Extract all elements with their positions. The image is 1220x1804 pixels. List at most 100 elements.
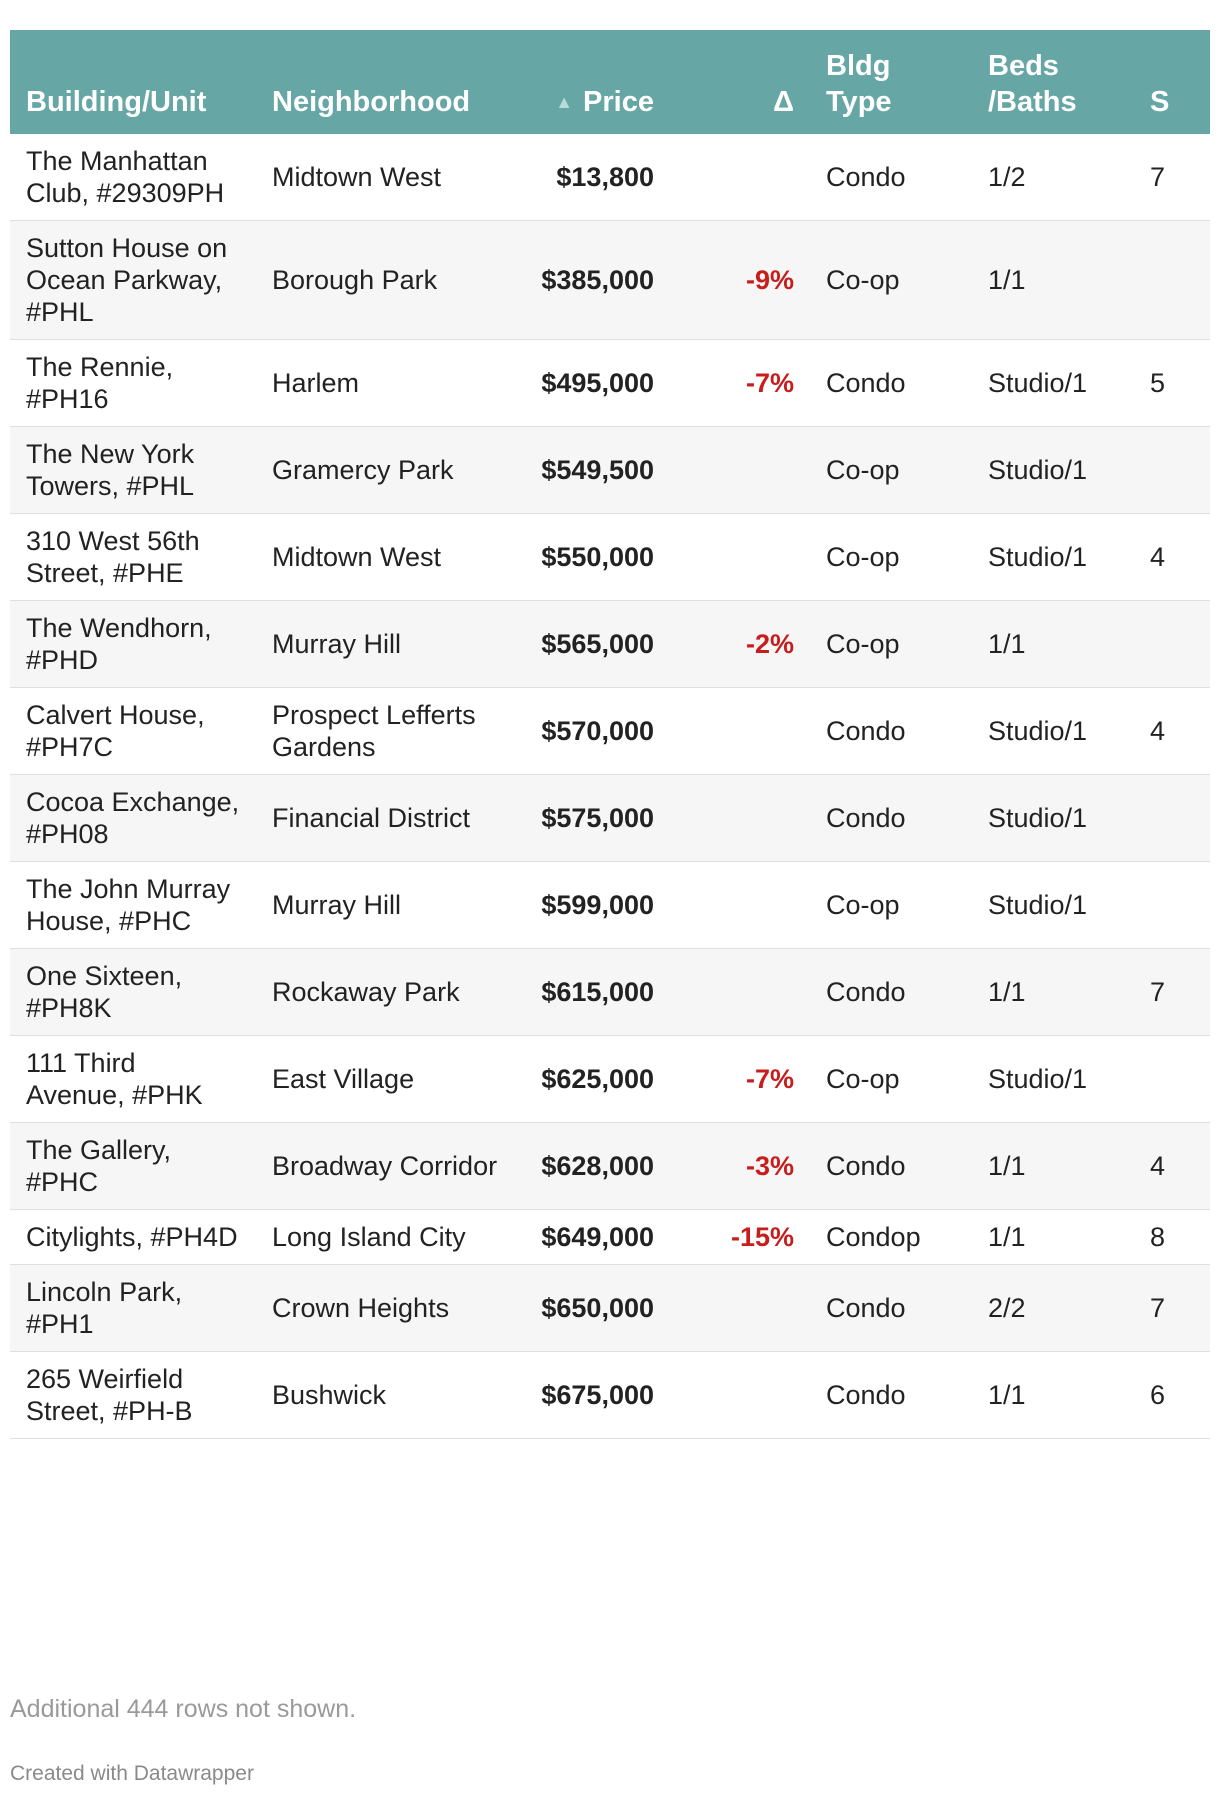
cell-building: 265 Weirfield Street, #PH-B	[10, 1351, 256, 1439]
cell-neighborhood: Midtown West	[256, 134, 520, 221]
cell-beds-baths: 2/2	[972, 1264, 1134, 1352]
cell-beds-baths: Studio/1	[972, 339, 1134, 427]
cell-building: Citylights, #PH4D	[10, 1209, 256, 1265]
table-row: Cocoa Exchange, #PH08 Financial District $…	[10, 774, 1210, 862]
cell-delta	[670, 134, 810, 221]
cell-neighborhood: Crown Heights	[256, 1264, 520, 1352]
table-row: The John Murray House, #PHC Murray Hill $5…	[10, 861, 1210, 949]
cell-sqft	[1134, 1035, 1210, 1123]
datawrapper-credit: Created with Datawrapper	[10, 1762, 254, 1785]
cell-price: $615,000	[520, 948, 670, 1036]
cell-beds-baths: Studio/1	[972, 774, 1134, 862]
table-body: The Manhattan Club, #29309PH Midtown West…	[10, 134, 1210, 1439]
cell-sqft: 4	[1134, 513, 1210, 601]
cell-building: The Gallery, #PHC	[10, 1122, 256, 1210]
table-row: Sutton House on Ocean Parkway, #PHL Borou…	[10, 220, 1210, 340]
cell-beds-baths: 1/1	[972, 1122, 1134, 1210]
table-row: The Gallery, #PHC Broadway Corridor $628,0…	[10, 1122, 1210, 1210]
column-header-delta[interactable]: Δ	[773, 86, 794, 118]
table-row: Calvert House, #PH7C Prospect Lefferts Ga…	[10, 687, 1210, 775]
cell-neighborhood: Murray Hill	[256, 861, 520, 949]
cell-building: 310 West 56th Street, #PHE	[10, 513, 256, 601]
cell-bldg-type: Co-op	[810, 220, 972, 340]
cell-building: The New York Towers, #PHL	[10, 426, 256, 514]
column-header-price[interactable]: ▲ Price	[555, 86, 654, 118]
column-header-beds[interactable]: Beds /Baths	[988, 50, 1077, 118]
cell-sqft: 4	[1134, 687, 1210, 775]
cell-delta	[670, 513, 810, 601]
table-notes: Additional 444 rows not shown.	[10, 1695, 357, 1723]
cell-building: 111 Third Avenue, #PHK	[10, 1035, 256, 1123]
cell-neighborhood: Murray Hill	[256, 600, 520, 688]
cell-neighborhood: Long Island City	[256, 1209, 520, 1265]
cell-price: $385,000	[520, 220, 670, 340]
cell-bldg-type: Co-op	[810, 861, 972, 949]
cell-neighborhood: Midtown West	[256, 513, 520, 601]
cell-beds-baths: 1/1	[972, 948, 1134, 1036]
cell-neighborhood: Prospect Lefferts Gardens	[256, 687, 520, 775]
table-row: The New York Towers, #PHL Gramercy Park $5…	[10, 426, 1210, 514]
table-row: The Wendhorn, #PHD Murray Hill $565,000 -2%…	[10, 600, 1210, 688]
cell-bldg-type: Condo	[810, 948, 972, 1036]
cell-delta	[670, 687, 810, 775]
column-header-neighborhood[interactable]: Neighborhood	[272, 86, 471, 118]
cell-bldg-type: Condo	[810, 1122, 972, 1210]
cell-beds-baths: Studio/1	[972, 513, 1134, 601]
cell-price: $650,000	[520, 1264, 670, 1352]
cell-building: The Wendhorn, #PHD	[10, 600, 256, 688]
cell-price: $565,000	[520, 600, 670, 688]
cell-neighborhood: Gramercy Park	[256, 426, 520, 514]
cell-neighborhood: Bushwick	[256, 1351, 520, 1439]
table-row: Lincoln Park, #PH1 Crown Heights $650,000 C…	[10, 1264, 1210, 1352]
cell-delta	[670, 1264, 810, 1352]
cell-beds-baths: 1/2	[972, 134, 1134, 221]
cell-building: Lincoln Park, #PH1	[10, 1264, 256, 1352]
cell-sqft	[1134, 774, 1210, 862]
cell-price: $495,000	[520, 339, 670, 427]
cell-building: The Manhattan Club, #29309PH	[10, 134, 256, 221]
cell-sqft: 7	[1134, 948, 1210, 1036]
cell-sqft: 4	[1134, 1122, 1210, 1210]
column-header-building[interactable]: Building/Unit	[26, 86, 207, 118]
cell-sqft: 5	[1134, 339, 1210, 427]
cell-delta	[670, 948, 810, 1036]
cell-price: $549,500	[520, 426, 670, 514]
cell-delta	[670, 861, 810, 949]
table-header: Building/Unit Neighborhood ▲ Price Δ Bldg…	[10, 30, 1210, 134]
cell-beds-baths: 1/1	[972, 600, 1134, 688]
cell-price: $649,000	[520, 1209, 670, 1265]
cell-price: $575,000	[520, 774, 670, 862]
cell-building: The John Murray House, #PHC	[10, 861, 256, 949]
cell-building: One Sixteen, #PH8K	[10, 948, 256, 1036]
cell-delta: -7%	[670, 339, 810, 427]
cell-delta: -7%	[670, 1035, 810, 1123]
cell-beds-baths: Studio/1	[972, 1035, 1134, 1123]
cell-bldg-type: Co-op	[810, 426, 972, 514]
cell-beds-baths: 1/1	[972, 1351, 1134, 1439]
cell-delta: -3%	[670, 1122, 810, 1210]
cell-bldg-type: Condo	[810, 1351, 972, 1439]
table-row: Citylights, #PH4D Long Island City $649,00…	[10, 1209, 1210, 1265]
table-row: The Manhattan Club, #29309PH Midtown West…	[10, 134, 1210, 221]
cell-bldg-type: Co-op	[810, 513, 972, 601]
cell-beds-baths: Studio/1	[972, 426, 1134, 514]
cell-sqft	[1134, 600, 1210, 688]
cell-neighborhood: Harlem	[256, 339, 520, 427]
cell-sqft	[1134, 220, 1210, 340]
cell-delta	[670, 1351, 810, 1439]
cell-neighborhood: East Village	[256, 1035, 520, 1123]
table-row: The Rennie, #PH16 Harlem $495,000 -7% Condo S…	[10, 339, 1210, 427]
cell-neighborhood: Broadway Corridor	[256, 1122, 520, 1210]
cell-sqft	[1134, 426, 1210, 514]
cell-beds-baths: Studio/1	[972, 687, 1134, 775]
cell-beds-baths: Studio/1	[972, 861, 1134, 949]
column-header-sqft[interactable]: S	[1150, 86, 1170, 118]
table-row: 111 Third Avenue, #PHK East Village $625,0…	[10, 1035, 1210, 1123]
listings-table: Building/Unit Neighborhood ▲ Price Δ Bldg…	[10, 30, 1210, 1439]
cell-price: $675,000	[520, 1351, 670, 1439]
cell-bldg-type: Co-op	[810, 1035, 972, 1123]
table-row: 265 Weirfield Street, #PH-B Bushwick $675,…	[10, 1351, 1210, 1439]
column-header-type[interactable]: Bldg Type	[826, 50, 892, 118]
cell-bldg-type: Condo	[810, 1264, 972, 1352]
listings-table-container[interactable]: Building/Unit Neighborhood ▲ Price Δ Bldg…	[10, 30, 1210, 1439]
